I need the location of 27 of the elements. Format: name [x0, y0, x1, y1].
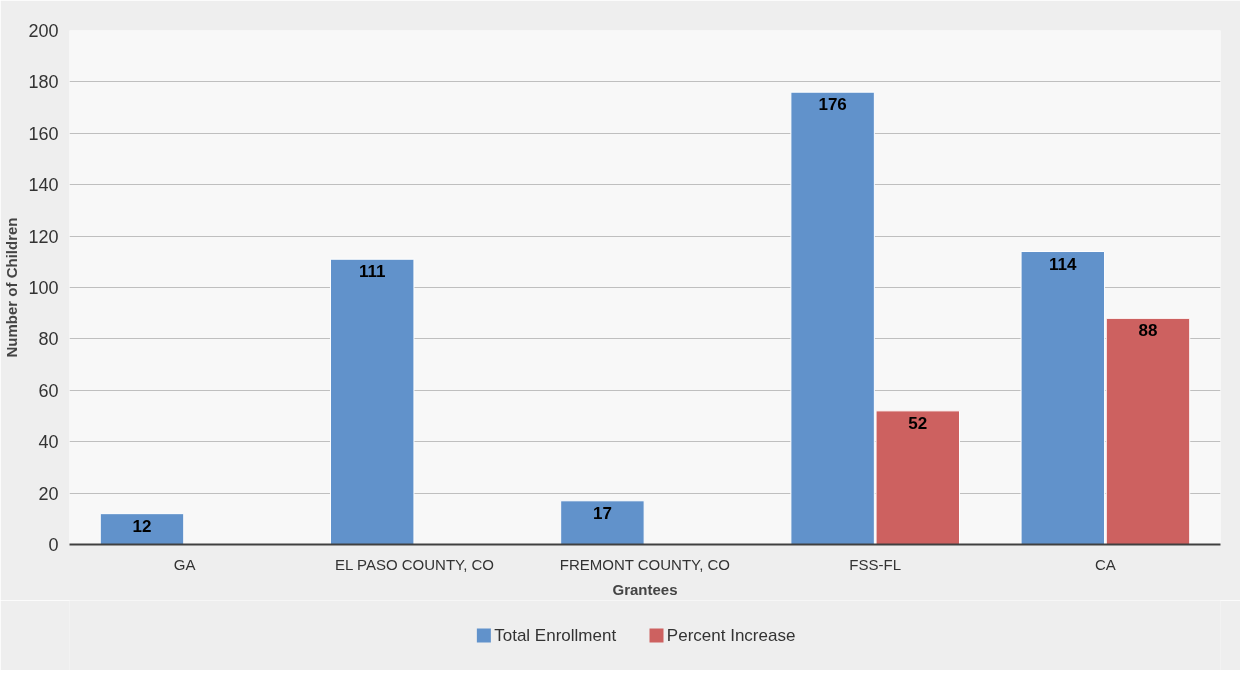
y-tick-label: 20 [38, 483, 59, 504]
y-tick-label: 0 [48, 535, 59, 555]
y-tick-label: 80 [38, 329, 59, 350]
data-label: 52 [908, 413, 928, 433]
y-tick-label: 140 [28, 175, 59, 196]
data-label: 12 [132, 516, 152, 536]
y-axis-title: Number of Children [3, 217, 21, 358]
x-tick-label: FSS-FL [849, 555, 902, 573]
y-tick-label: 200 [28, 21, 59, 41]
data-label: 17 [592, 503, 612, 523]
x-axis-title: Grantees [612, 580, 678, 598]
y-tick-label: 40 [38, 432, 59, 453]
y-tick-label: 160 [28, 123, 59, 144]
y-tick-label: 180 [28, 72, 59, 93]
data-label: 114 [1049, 254, 1078, 274]
y-tick-label: 60 [38, 380, 59, 401]
x-tick-label: FREMONT COUNTY, CO [559, 555, 731, 573]
x-tick-label: EL PASO COUNTY, CO [335, 555, 494, 573]
legend-label: Total Enrollment [494, 626, 617, 645]
y-tick-label: 120 [28, 226, 59, 247]
data-label: 111 [358, 262, 386, 282]
x-tick-label: GA [173, 555, 196, 573]
data-label: 88 [1138, 321, 1158, 341]
y-tick-label: 100 [28, 278, 59, 298]
legend-label: Percent Increase [666, 626, 796, 645]
data-label: 176 [818, 95, 847, 115]
x-tick-label: CA [1094, 555, 1116, 573]
